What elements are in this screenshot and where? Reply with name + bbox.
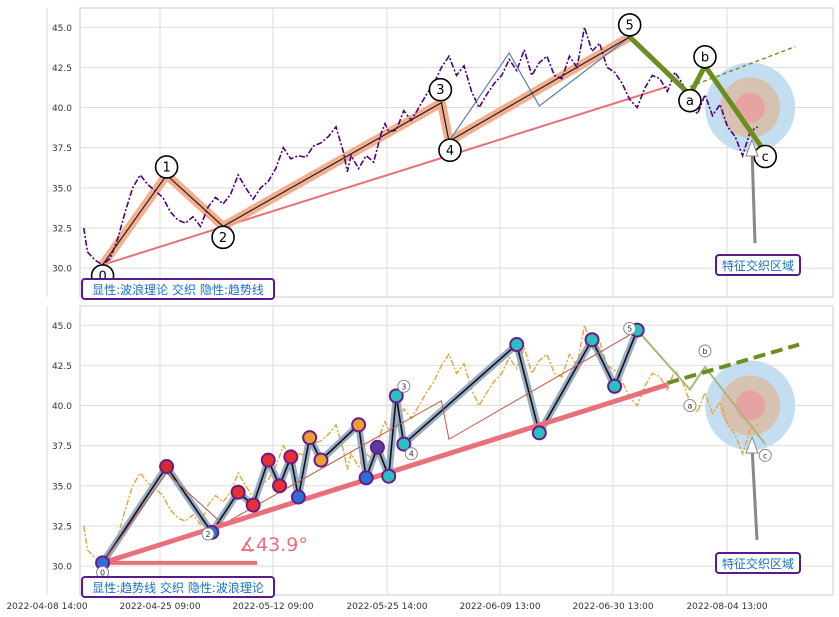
y-tick-label: 35.0 (52, 482, 72, 492)
y-tick-label: 37.5 (52, 144, 72, 154)
abc-trend-dashed (689, 45, 796, 88)
caption-box (81, 576, 275, 598)
wave-point-label: 0 (98, 269, 106, 284)
small-wave-marker (683, 399, 697, 413)
y-tick-label: 42.5 (52, 64, 72, 74)
zigzag-marker (260, 452, 276, 468)
x-tick-label: 2022-04-08 14:00 (6, 602, 87, 612)
wave-point-label: c (762, 150, 769, 165)
wave-point-label: 3 (436, 83, 444, 98)
bottom-chart-panel: 30.0 32.5 35.0 37.5 40.0 42.5 45.0 ∡43.9° a b c 0 2 3… (46, 305, 834, 598)
region-label-box (715, 552, 801, 574)
x-tick-label: 2022-06-09 13:00 (459, 602, 540, 612)
abc-wave (627, 35, 768, 154)
zigzag-marker (230, 484, 246, 500)
region-circle-inner (735, 390, 766, 421)
zigzag-marker (509, 337, 525, 353)
abc-wave (636, 329, 767, 445)
y-tick-label: 30.0 (52, 265, 72, 275)
small-wave-marker (397, 379, 411, 393)
region-arrow (750, 149, 757, 244)
caption: 显性:趋势线 交织 隐性:波浪理论 (92, 580, 264, 595)
small-wave-label: b (702, 347, 707, 356)
y-tick-label: 40.0 (52, 104, 72, 114)
region-label: 特征交织区域 (722, 258, 794, 273)
y-tick-label: 40.0 (52, 402, 72, 412)
small-wave-marker (698, 344, 712, 358)
small-wave-marker (404, 447, 418, 461)
x-tick-label: 2022-05-25 14:00 (346, 602, 427, 612)
wave-overlay (102, 334, 630, 564)
zigzag-marker (283, 449, 299, 465)
small-wave-label: 4 (409, 450, 414, 459)
zigzag-marker (531, 425, 547, 441)
wave-point-label: 1 (162, 160, 170, 175)
zigzag-marker (351, 417, 367, 433)
zigzag-marker (584, 332, 600, 348)
wave-point-label: 4 (446, 144, 454, 159)
x-tick-label: 2022-06-30 13:00 (572, 602, 653, 612)
region-label: 特征交织区域 (722, 556, 794, 571)
wave-point-label: 5 (626, 18, 634, 33)
region-arrow-head (745, 138, 759, 157)
angle-label: ∡43.9° (239, 534, 308, 556)
wave-point-marker (678, 88, 702, 113)
zigzag-marker (159, 459, 175, 475)
region-label-box (715, 254, 801, 276)
caption: 显性:波浪理论 交织 隐性:趋势线 (92, 282, 264, 297)
x-axis: 2022-04-08 14:00 2022-04-25 09:00 2022-05-… (6, 602, 767, 612)
y-tick-label: 30.0 (52, 563, 72, 573)
small-wave-marker (201, 527, 215, 541)
wave-point-label: b (701, 50, 709, 65)
y-tick-label: 37.5 (52, 442, 72, 452)
small-wave-marker (758, 448, 772, 462)
wave-point-marker (693, 44, 717, 69)
trend-line (102, 85, 668, 266)
zigzag-marker (290, 489, 306, 505)
zigzag-marker (381, 468, 397, 484)
y-tick-label: 45.0 (52, 322, 72, 332)
wave-point-label: 2 (219, 231, 227, 246)
wave-point-marker (154, 155, 179, 179)
top-chart-panel: 30.0 32.5 35.0 37.5 40.0 42.5 45.0 0 1 2 3 4 5 a b c 特征交… (46, 7, 834, 300)
x-tick-label: 2022-05-12 09:00 (232, 602, 313, 612)
wave-point-marker (428, 77, 453, 102)
region-circle-inner (735, 92, 766, 123)
small-wave-label: a (687, 402, 692, 411)
zigzag-marker (396, 436, 412, 452)
zigzag-marker (313, 452, 329, 468)
x-tick-label: 2022-08-04 13:00 (686, 602, 767, 612)
y-tick-label: 32.5 (52, 522, 72, 532)
zigzag-marker (302, 430, 318, 446)
zigzag-marker (607, 378, 623, 394)
y-tick-label: 42.5 (52, 362, 72, 372)
zigzag-marker (272, 478, 288, 494)
abc-trend-dashed (666, 342, 800, 385)
small-wave-marker (623, 321, 637, 335)
y-tick-label: 45.0 (52, 24, 72, 34)
small-wave-label: c (763, 451, 767, 460)
small-wave-label: 3 (401, 382, 406, 391)
wave-line (102, 36, 630, 266)
caption-box (81, 278, 275, 300)
region-arrow-head (745, 435, 759, 454)
region-arrow (750, 446, 759, 541)
small-wave-label: 5 (627, 324, 632, 333)
zigzag-marker (245, 497, 261, 513)
zigzag-marker (369, 439, 385, 455)
wave-point-marker (211, 225, 235, 250)
wave-point-marker (438, 138, 462, 163)
wave-point-marker (617, 13, 642, 37)
zigzag-marker (388, 388, 404, 404)
x-tick-label: 2022-04-25 09:00 (119, 602, 200, 612)
y-tick-label: 32.5 (52, 224, 72, 234)
zigzag-marker (358, 470, 374, 486)
y-tick-label: 35.0 (52, 184, 72, 194)
small-wave-label: 2 (205, 530, 210, 539)
zigzag-line (101, 329, 638, 564)
wave-point-label: a (686, 94, 694, 109)
small-wave-label: 0 (100, 569, 105, 578)
